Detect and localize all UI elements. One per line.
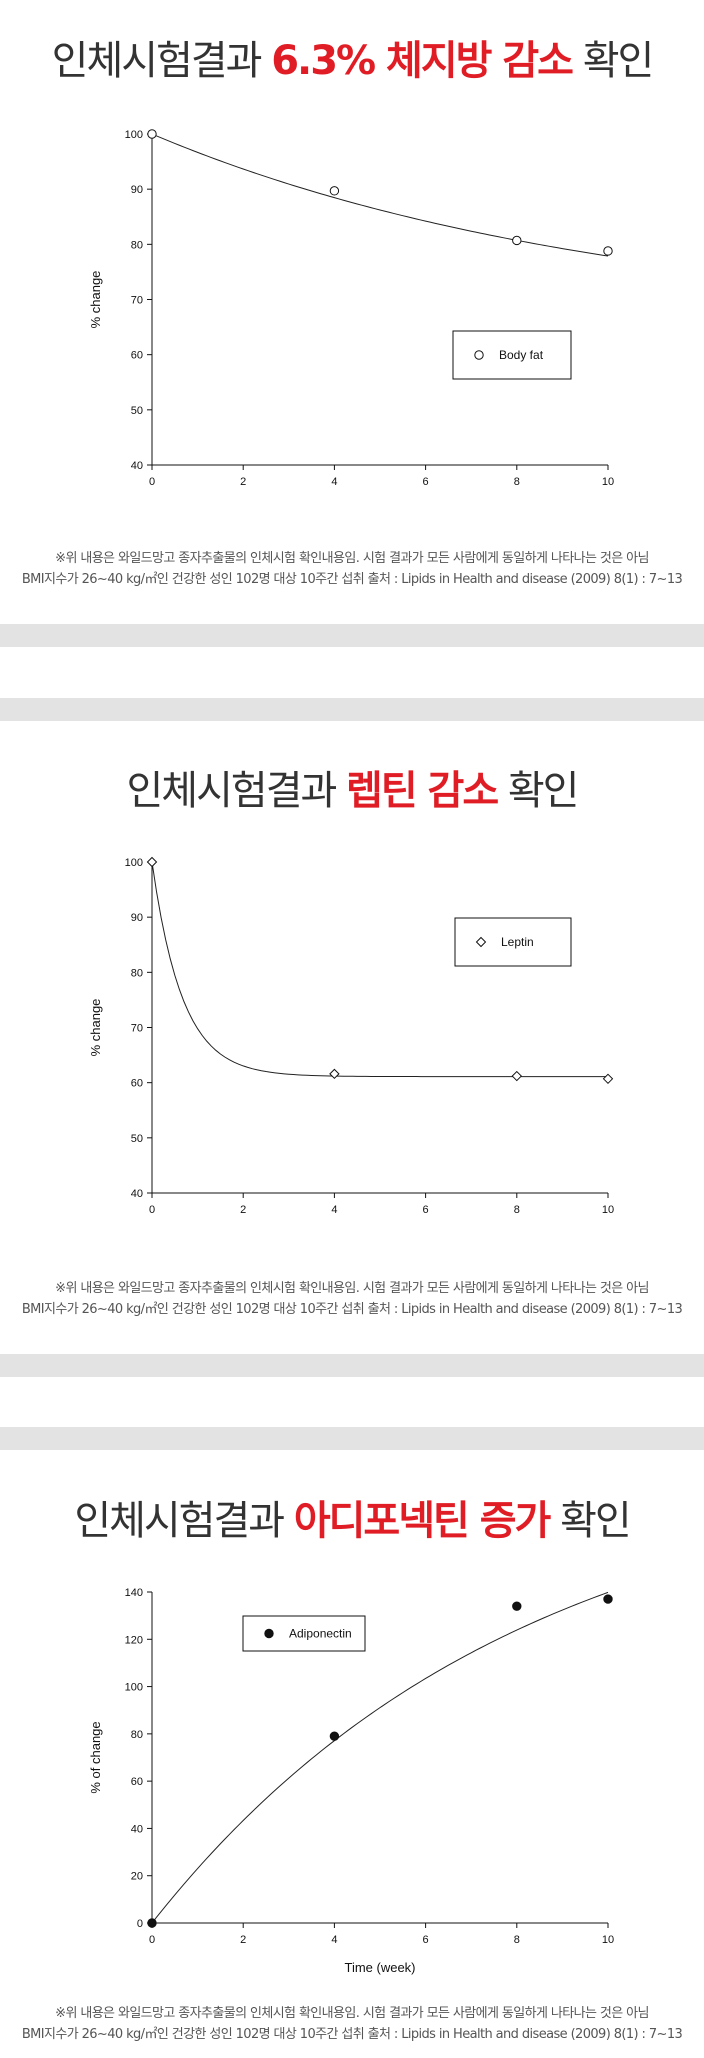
y-axis-label: % change bbox=[88, 271, 103, 329]
legend-box bbox=[454, 917, 572, 967]
headline-leptin: 인체시험결과 렙틴 감소 확인 bbox=[0, 758, 704, 816]
data-point bbox=[603, 246, 613, 256]
study-note-3: ※위 내용은 와일드망고 종자추출물의 인체시험 확인내용임. 시험 결과가 모… bbox=[0, 2003, 704, 2045]
data-point bbox=[512, 1601, 522, 1611]
data-point bbox=[512, 235, 522, 246]
x-tick-label: 2 bbox=[240, 476, 246, 488]
y-tick-label: 60 bbox=[131, 1078, 143, 1090]
x-tick-label: 2 bbox=[240, 1934, 246, 1946]
headline-prefix: 인체시험결과 bbox=[74, 1498, 294, 1544]
fit-curve bbox=[151, 1591, 609, 1924]
y-tick-label: 60 bbox=[131, 350, 143, 362]
x-tick-label: 4 bbox=[331, 1204, 337, 1216]
x-tick-label: 8 bbox=[514, 476, 520, 488]
y-tick-label: 80 bbox=[131, 239, 143, 251]
y-tick-label: 120 bbox=[125, 1634, 143, 1646]
legend-box bbox=[452, 330, 572, 380]
legend-marker bbox=[474, 350, 484, 360]
x-tick-label: 8 bbox=[514, 1204, 520, 1216]
study-note-2: ※위 내용은 와일드망고 종자추출물의 인체시험 확인내용임. 시험 결과가 모… bbox=[0, 1278, 704, 1320]
adiponectin-chart: 0 20 40 60 80 100 120 140 0 2 4 6 8 10 % of change Time… bbox=[88, 1587, 614, 1975]
x-tick-label: 0 bbox=[149, 476, 155, 488]
x-tick-label: 10 bbox=[602, 1204, 614, 1216]
note-line-1: ※위 내용은 와일드망고 종자추출물의 인체시험 확인내용임. 시험 결과가 모… bbox=[55, 2006, 649, 2021]
y-tick-label: 100 bbox=[125, 129, 143, 141]
x-tick-label: 4 bbox=[331, 476, 337, 488]
data-point bbox=[147, 129, 157, 139]
headline-suffix: 확인 bbox=[549, 1498, 632, 1544]
data-point bbox=[147, 1918, 157, 1928]
y-tick-label: 90 bbox=[131, 912, 143, 924]
x-tick-label: 4 bbox=[331, 1934, 337, 1946]
x-tick-label: 8 bbox=[514, 1934, 520, 1946]
x-tick-label: 2 bbox=[240, 1204, 246, 1216]
headline-suffix: 확인 bbox=[497, 768, 580, 814]
y-tick-label: 100 bbox=[125, 857, 143, 869]
data-point bbox=[329, 186, 340, 196]
headline-adiponectin: 인체시험결과 아디포넥틴 증가 확인 bbox=[0, 1488, 704, 1546]
data-point bbox=[603, 1594, 613, 1604]
y-tick-label: 70 bbox=[131, 295, 143, 307]
section-divider-band bbox=[0, 1427, 704, 1450]
fit-curve bbox=[151, 133, 609, 257]
y-tick-label: 20 bbox=[131, 1871, 143, 1883]
y-tick-label: 0 bbox=[137, 1918, 143, 1930]
legend-label: Adiponectin bbox=[289, 1627, 352, 1641]
headline-suffix: 확인 bbox=[571, 38, 655, 84]
leptin-chart: 40 50 60 70 80 90 100 0 2 4 6 8 10 % change Leptin bbox=[88, 856, 614, 1216]
headline-highlight: 렙틴 감소 bbox=[346, 768, 499, 814]
x-tick-label: 10 bbox=[602, 1934, 614, 1946]
note-line-2: BMI지수가 26~40 kg/㎡인 건강한 성인 102명 대상 10주간 섭… bbox=[21, 2027, 683, 2042]
y-axis-label: % change bbox=[88, 999, 103, 1057]
y-tick-label: 80 bbox=[131, 1729, 143, 1741]
data-point bbox=[329, 1068, 340, 1080]
x-tick-label: 6 bbox=[423, 476, 429, 488]
y-tick-label: 80 bbox=[131, 967, 143, 979]
headline-body-fat: 인체시험결과 6.3% 체지방 감소 확인 bbox=[0, 28, 704, 86]
note-line-2: BMI지수가 26~40 kg/㎡인 건강한 성인 102명 대상 10주간 섭… bbox=[21, 1302, 683, 1317]
x-tick-label: 0 bbox=[149, 1204, 155, 1216]
data-point bbox=[511, 1070, 523, 1082]
y-tick-label: 140 bbox=[125, 1587, 143, 1599]
note-line-2: BMI지수가 26~40 kg/㎡인 건강한 성인 102명 대상 10주간 섭… bbox=[21, 572, 683, 587]
y-tick-label: 50 bbox=[131, 1133, 143, 1145]
legend-box bbox=[242, 1615, 366, 1652]
headline-prefix: 인체시험결과 bbox=[51, 38, 272, 84]
y-tick-label: 40 bbox=[131, 1188, 143, 1200]
data-point bbox=[602, 1073, 614, 1085]
legend-marker bbox=[264, 1628, 274, 1639]
headline-highlight: 아디포넥틴 증가 bbox=[293, 1498, 552, 1544]
legend-marker bbox=[475, 936, 487, 948]
x-tick-label: 6 bbox=[423, 1204, 429, 1216]
legend-label: Leptin bbox=[501, 935, 534, 949]
note-line-1: ※위 내용은 와일드망고 종자추출물의 인체시험 확인내용임. 시험 결과가 모… bbox=[55, 1281, 649, 1296]
y-tick-label: 60 bbox=[131, 1776, 143, 1788]
headline-highlight: 6.3% 체지방 감소 bbox=[271, 38, 574, 84]
y-tick-label: 90 bbox=[131, 184, 143, 196]
x-tick-label: 0 bbox=[149, 1934, 155, 1946]
section-divider-band bbox=[0, 698, 704, 721]
x-tick-label: 6 bbox=[423, 1934, 429, 1946]
study-note-1: ※위 내용은 와일드망고 종자추출물의 인체시험 확인내용임. 시험 결과가 모… bbox=[0, 548, 704, 590]
y-tick-label: 50 bbox=[131, 405, 143, 417]
fit-curve bbox=[151, 861, 608, 1078]
body-fat-chart: 40 50 60 70 80 90 100 0 2 4 6 8 10 % change Body fat bbox=[88, 129, 614, 488]
headline-prefix: 인체시험결과 bbox=[126, 768, 347, 814]
section-divider-band bbox=[0, 1354, 704, 1377]
data-point bbox=[146, 856, 158, 868]
section-divider-band bbox=[0, 624, 704, 647]
y-axis-label: % of change bbox=[88, 1721, 103, 1793]
x-tick-label: 10 bbox=[602, 476, 614, 488]
y-tick-label: 70 bbox=[131, 1023, 143, 1035]
y-tick-label: 40 bbox=[131, 460, 143, 472]
x-axis-label: Time (week) bbox=[344, 1960, 415, 1975]
legend-label: Body fat bbox=[499, 348, 544, 362]
note-line-1: ※위 내용은 와일드망고 종자추출물의 인체시험 확인내용임. 시험 결과가 모… bbox=[55, 551, 649, 566]
y-tick-label: 100 bbox=[125, 1682, 143, 1694]
data-point bbox=[329, 1731, 340, 1741]
y-tick-label: 40 bbox=[131, 1823, 143, 1835]
